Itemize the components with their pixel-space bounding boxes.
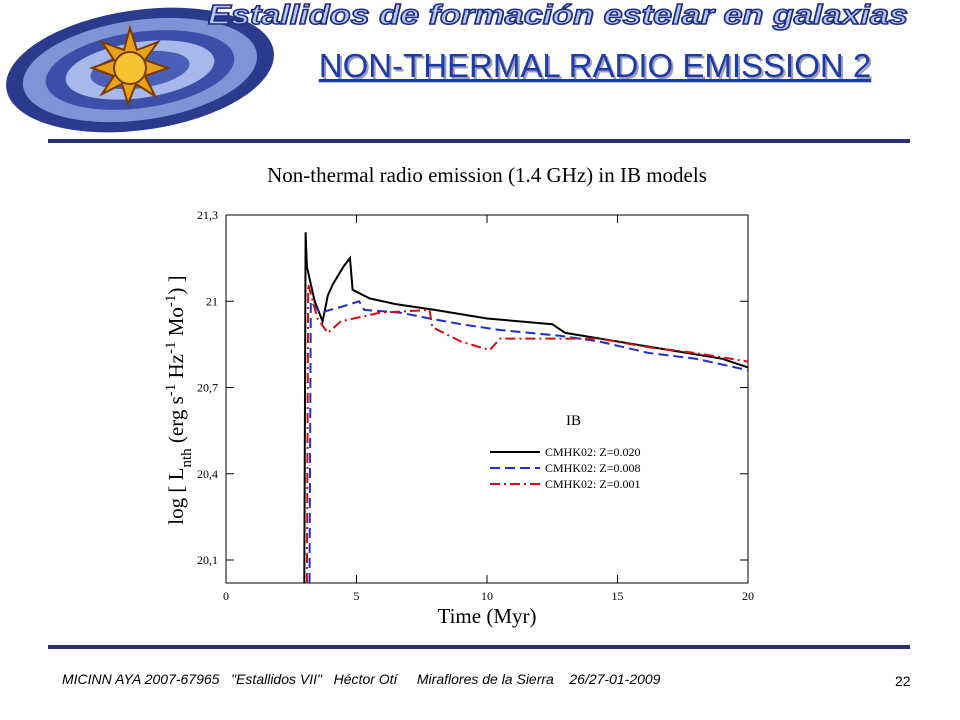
title-shadow: NON-THERMAL RADIO EMISSION 2 (321, 49, 874, 86)
y-label-part: nth (179, 448, 195, 468)
y-label-part: ) ] (164, 275, 188, 294)
series-line (308, 298, 749, 584)
x-tick-label: 15 (612, 589, 624, 603)
footer: MICINN AYA 2007-67965 "Estallidos VII" H… (62, 671, 661, 687)
y-label-part: (erg s (164, 396, 188, 448)
x-tick-label: 20 (742, 589, 754, 603)
x-tick-label: 10 (481, 589, 493, 603)
y-label-part: log [ L (164, 468, 188, 525)
chart-title: Non-thermal radio emission (1.4 GHz) in … (267, 163, 707, 187)
legend-label: CMHK02: Z=0.008 (545, 461, 640, 475)
series-line (305, 283, 749, 584)
logo (6, 7, 274, 133)
y-tick-label: 20,1 (197, 553, 218, 567)
legend-title: IB (566, 413, 581, 429)
slide-title: NON-THERMAL RADIO EMISSION 2 (319, 47, 872, 84)
y-label-part: -1 (163, 384, 179, 397)
plot: 0 5 10 15 20 20,1 20,4 20,7 21 21,3 CMHK02: Z=0.02… (197, 208, 754, 603)
y-tick-label: 21 (206, 294, 218, 308)
y-label-part: -1 (163, 295, 179, 308)
y-label-part: Hz (164, 354, 188, 384)
legend-label: CMHK02: Z=0.001 (545, 477, 640, 491)
y-tick-label: 20,7 (197, 381, 218, 395)
y-axis-label: log [ Lnth (erg s-1 Hz-1 Mo-1) ] (163, 275, 195, 524)
legend-label: CMHK02: Z=0.020 (545, 445, 640, 459)
banner: Estallidos de formación estelar en galax… (208, 0, 908, 30)
page-number: 22 (895, 673, 911, 689)
y-tick-label: 20,4 (197, 467, 218, 481)
y-label-part: Mo (164, 307, 188, 341)
x-tick-label: 5 (354, 589, 360, 603)
x-axis-label: Time (Myr) (438, 604, 537, 628)
x-tick-label: 0 (223, 589, 229, 603)
y-label-part: -1 (163, 342, 179, 355)
y-tick-label: 21,3 (197, 208, 218, 222)
series-line (303, 232, 749, 584)
